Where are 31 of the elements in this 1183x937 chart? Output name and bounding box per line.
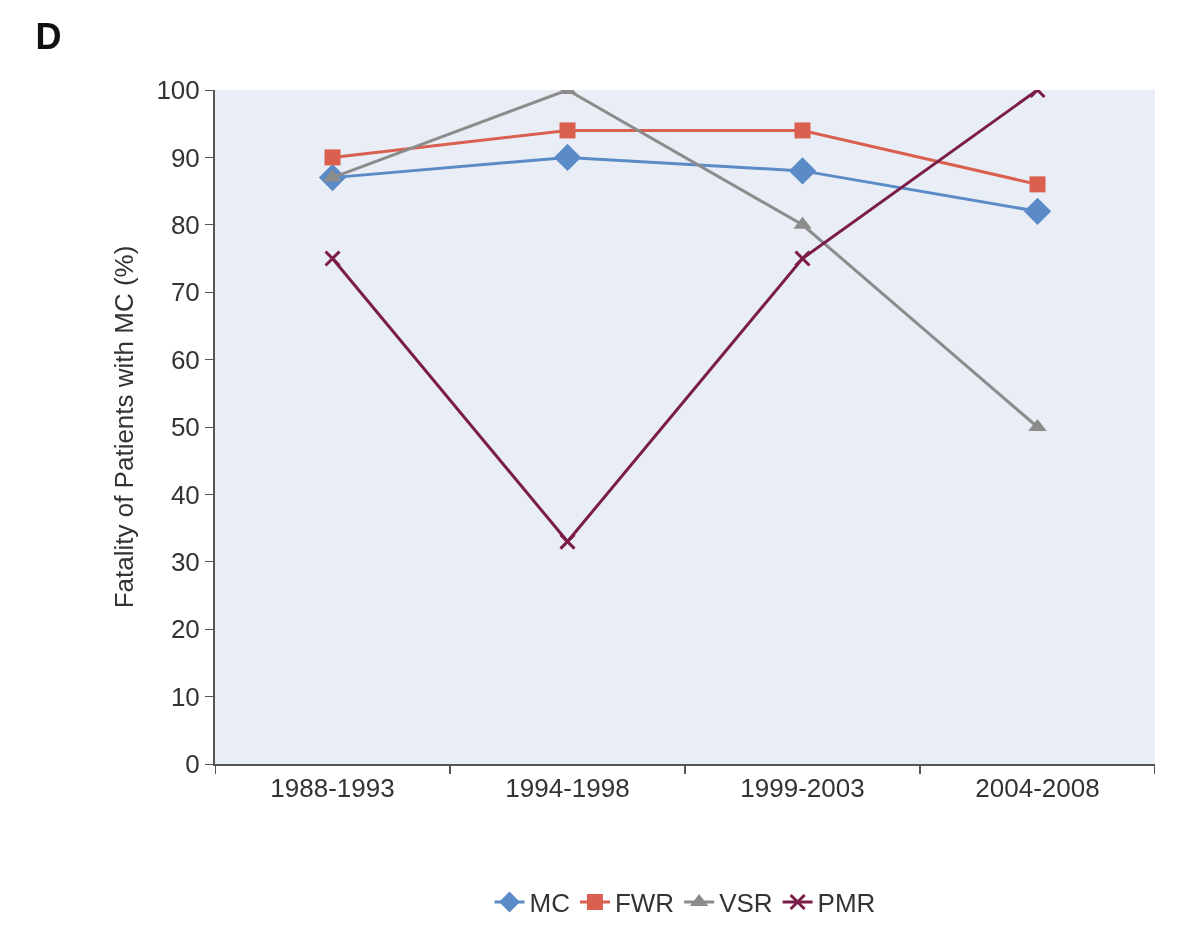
- y-tick-label: 30: [170, 546, 200, 577]
- legend-label: FWR: [614, 888, 675, 919]
- y-tick-label: 0: [185, 749, 200, 780]
- point: [559, 122, 576, 139]
- point: [1023, 197, 1052, 225]
- y-tick-label: 90: [170, 142, 200, 173]
- legend-label: VSR: [719, 888, 773, 919]
- y-tick-label: 60: [170, 344, 200, 375]
- x-tick-label: 1999-2003: [740, 773, 865, 804]
- point: [553, 143, 582, 172]
- y-tick-label: 40: [170, 479, 200, 510]
- point: [788, 157, 817, 185]
- chart-title: D: [35, 15, 62, 57]
- legend-label: MC: [529, 888, 570, 919]
- point: [794, 250, 811, 267]
- y-axis-title: Fatality of Patients with MC (%): [109, 245, 140, 609]
- point: [324, 149, 341, 166]
- point: [324, 250, 341, 267]
- y-tick-label: 70: [170, 277, 200, 308]
- x-tick-label: 1994-1998: [505, 773, 630, 804]
- y-tick-label: 20: [170, 614, 200, 645]
- y-tick-label: 50: [170, 412, 200, 443]
- point: [559, 533, 576, 551]
- y-tick-label: 10: [170, 681, 200, 712]
- y-tick-label: 100: [156, 75, 200, 106]
- y-tick-label: 80: [170, 209, 200, 240]
- legend-label: PMR: [817, 888, 876, 919]
- point: [1029, 176, 1046, 193]
- point: [794, 122, 811, 139]
- x-tick-label: 1988-1993: [270, 773, 395, 804]
- x-tick-label: 2004-2008: [975, 773, 1100, 804]
